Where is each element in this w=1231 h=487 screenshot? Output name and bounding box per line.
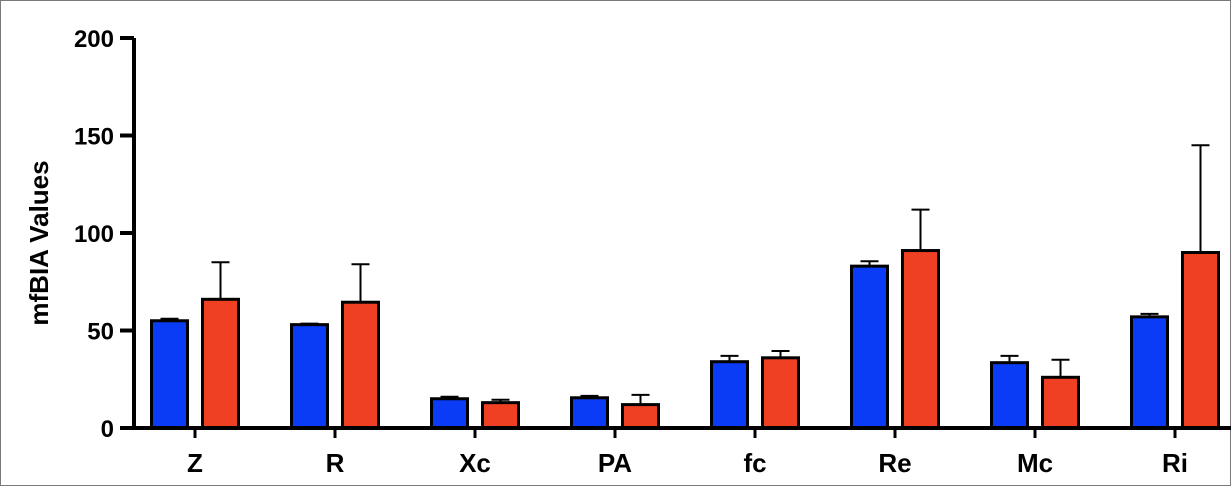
- x-tick-label-z: Z: [187, 448, 203, 478]
- bar-xc-series-2: [481, 401, 520, 430]
- y-tick-label-200: 200: [74, 26, 114, 53]
- y-tick-label-150: 150: [74, 124, 114, 151]
- x-tick-label-xc: Xc: [459, 448, 491, 478]
- bar-z-series-2: [201, 297, 240, 430]
- bar-ri-series-2: [1181, 251, 1220, 430]
- bar-re-series-2: [901, 249, 940, 430]
- bar-ri-series-1: [1130, 315, 1169, 430]
- x-tick-label-pa: PA: [598, 448, 632, 478]
- x-tick-label-fc: fc: [743, 448, 766, 478]
- y-axis-label: mfBIA Values: [24, 160, 54, 325]
- axes-layer: Z R Xc PA fc Re Mc Ri 0 50 100 150 200: [74, 26, 1231, 478]
- bar-pa-series-2: [621, 403, 660, 430]
- y-tick-label-50: 50: [87, 319, 114, 346]
- x-tick-label-mc: Mc: [1017, 448, 1053, 478]
- x-tick-label-ri: Ri: [1162, 448, 1188, 478]
- bar-r-series-1: [290, 323, 329, 430]
- bar-re-series-1: [850, 264, 889, 430]
- bars-layer: [150, 144, 1220, 430]
- bar-xc-series-1: [430, 397, 469, 430]
- bar-mc-series-1: [990, 361, 1029, 430]
- x-tick-label-re: Re: [878, 448, 911, 478]
- bar-mc-series-2: [1041, 375, 1080, 430]
- bar-fc-series-1: [710, 360, 749, 430]
- bar-fc-series-2: [761, 356, 800, 430]
- y-tick-label-0: 0: [101, 416, 114, 443]
- bar-pa-series-1: [570, 396, 609, 430]
- bar-z-series-1: [150, 319, 189, 430]
- x-tick-label-r: R: [326, 448, 345, 478]
- y-tick-label-100: 100: [74, 221, 114, 248]
- bar-r-series-2: [341, 300, 380, 430]
